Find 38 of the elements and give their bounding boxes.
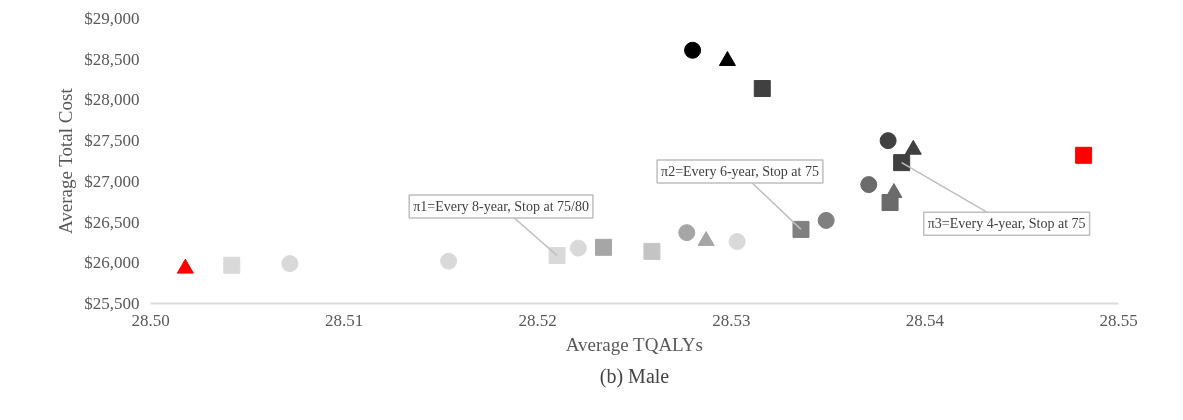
y-tick-label: $25,500 bbox=[84, 294, 140, 313]
point bbox=[684, 41, 702, 59]
point bbox=[595, 238, 613, 256]
y-tick-label: $27,000 bbox=[84, 171, 140, 191]
annotation: π3=Every 4-year, Stop at 75 bbox=[927, 216, 1086, 232]
point bbox=[678, 224, 696, 242]
x-tick-label: 28.53 bbox=[712, 310, 751, 330]
annotation: π1=Every 8-year, Stop at 75/80 bbox=[413, 198, 589, 214]
annotation: π2=Every 6-year, Stop at 75 bbox=[661, 163, 819, 179]
y-tick-label: $26,500 bbox=[84, 212, 140, 232]
point bbox=[440, 252, 458, 270]
x-tick-label: 28.51 bbox=[324, 310, 364, 330]
x-tick-label: 28.50 bbox=[131, 310, 170, 330]
point bbox=[548, 246, 566, 264]
text: (b) Male bbox=[599, 364, 670, 388]
point bbox=[281, 255, 299, 273]
point bbox=[893, 154, 911, 172]
point bbox=[817, 211, 835, 229]
point bbox=[881, 194, 899, 212]
point bbox=[1075, 146, 1093, 164]
y-tick-label: $28,000 bbox=[84, 90, 140, 110]
point bbox=[223, 256, 241, 274]
y-tick-label: $26,000 bbox=[84, 253, 140, 273]
x-tick-label: 28.52 bbox=[518, 310, 557, 330]
x-tick-label: 28.55 bbox=[1099, 310, 1138, 330]
point bbox=[860, 176, 878, 194]
point bbox=[792, 220, 810, 238]
point bbox=[643, 242, 661, 260]
point bbox=[569, 239, 587, 257]
y-tick-label: $28,500 bbox=[84, 49, 140, 69]
y-axis-title: Average Total Cost bbox=[55, 87, 77, 235]
point bbox=[728, 233, 746, 251]
point bbox=[879, 132, 897, 150]
point bbox=[753, 80, 771, 98]
y-tick-label: $27,500 bbox=[84, 131, 140, 151]
x-tick-label: 28.54 bbox=[905, 310, 945, 330]
x-axis-title: Average TQALYs bbox=[565, 333, 703, 355]
y-tick-label: $29,000 bbox=[84, 9, 140, 28]
